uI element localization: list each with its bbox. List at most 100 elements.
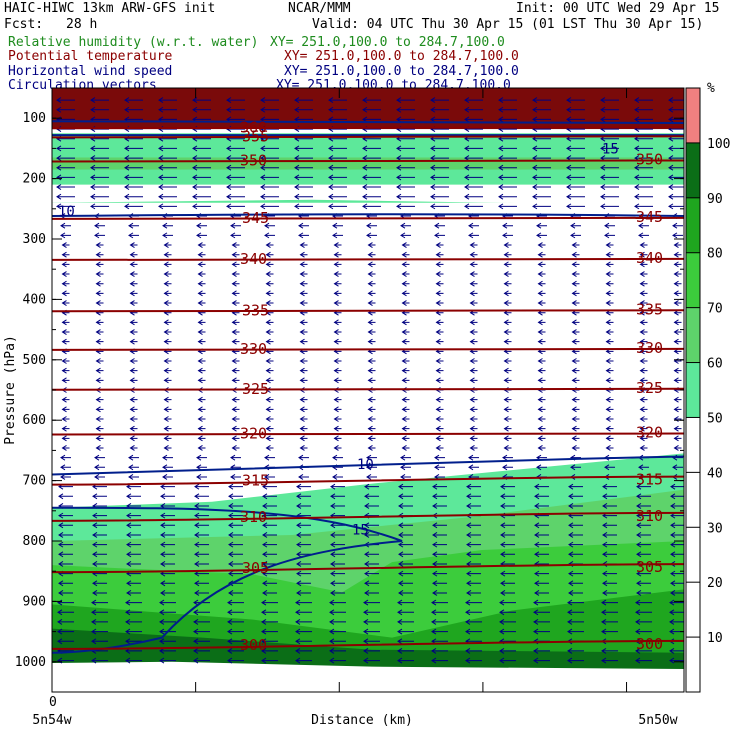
wind-vector <box>503 367 512 374</box>
wind-vector <box>673 377 682 384</box>
wind-vector <box>537 300 546 306</box>
wind-vector <box>400 464 411 471</box>
wind-vector <box>568 590 583 596</box>
wind-vector <box>669 599 684 606</box>
wind-vector <box>194 522 209 529</box>
wind-vector <box>265 242 274 248</box>
wind-vector <box>670 493 684 500</box>
wind-vector <box>60 474 71 480</box>
wind-vector <box>227 657 244 664</box>
wind-vector <box>162 464 173 471</box>
wind-vector <box>61 242 70 248</box>
wind-vector <box>570 464 581 471</box>
wind-vector <box>265 271 274 277</box>
wind-vector <box>163 377 172 384</box>
wind-vector <box>435 406 444 413</box>
wind-vector <box>163 280 172 287</box>
wind-vector <box>435 377 444 384</box>
wind-vector <box>432 590 447 596</box>
wind-vector <box>398 561 413 567</box>
y-tick-label: 100 <box>23 111 46 126</box>
wind-vector <box>498 174 517 181</box>
isentrope-label: 320 <box>636 423 663 441</box>
wind-vector <box>163 319 172 326</box>
wind-vector <box>397 619 414 625</box>
wind-vector <box>534 522 549 529</box>
wind-vector <box>261 599 278 606</box>
wind-vector <box>230 474 241 480</box>
wind-vector <box>294 155 313 161</box>
wind-vector <box>432 532 447 538</box>
y-tick-label: 700 <box>23 474 46 489</box>
wind-vector <box>601 609 618 616</box>
wind-vector <box>57 638 74 645</box>
wind-vector <box>160 532 175 538</box>
wind-vector <box>192 155 211 161</box>
wind-vector <box>264 232 275 239</box>
wind-vector <box>226 97 245 104</box>
wind-vector <box>639 329 648 335</box>
wind-vector <box>604 464 615 471</box>
wind-vector <box>601 599 618 606</box>
wind-vector <box>605 435 614 442</box>
wind-vector <box>299 425 308 432</box>
wind-vector <box>532 164 551 171</box>
wind-vector <box>58 590 73 596</box>
wind-vector <box>634 174 653 181</box>
wind-vector <box>296 561 311 567</box>
wind-vector <box>333 319 342 326</box>
wind-vector <box>435 280 444 287</box>
wind-vector <box>296 493 311 500</box>
wind-vector <box>670 551 684 558</box>
wind-vector <box>364 503 379 509</box>
wind-vector <box>635 619 652 625</box>
wind-vector <box>432 483 447 490</box>
wind-vector <box>537 367 546 374</box>
wind-vector <box>160 561 175 567</box>
wind-vector <box>634 184 653 190</box>
wind-vector <box>432 503 447 509</box>
isentrope-350 <box>51 159 685 163</box>
wind-vector <box>464 97 483 104</box>
wind-vector <box>634 106 653 113</box>
wind-vector <box>503 416 512 422</box>
wind-vector <box>92 493 107 500</box>
wind-vector <box>159 638 176 645</box>
wind-vector <box>296 522 311 529</box>
wind-vector <box>299 445 308 451</box>
wind-vector <box>396 155 415 161</box>
wind-vector <box>162 232 173 239</box>
wind-vector <box>330 532 345 538</box>
wind-vector <box>432 551 447 558</box>
wind-vector <box>464 106 483 113</box>
wind-vector <box>600 203 619 210</box>
wind-vector <box>602 503 617 509</box>
wind-vector <box>61 377 70 384</box>
wind-vector <box>636 532 651 538</box>
wind-vector <box>502 222 513 229</box>
wind-vector <box>502 464 513 471</box>
wind-vector <box>57 609 74 616</box>
wind-vector <box>329 628 346 635</box>
wind-vector <box>571 280 580 287</box>
wind-vector <box>129 300 138 306</box>
wind-vector <box>196 454 207 461</box>
isentrope-label: 350 <box>240 151 267 169</box>
wind-vector <box>260 184 279 190</box>
wind-vector <box>568 522 583 529</box>
wind-vector <box>532 145 551 152</box>
wind-vector <box>435 445 444 451</box>
wind-vector <box>537 251 546 258</box>
wind-vector <box>298 454 309 461</box>
wind-vector <box>94 454 105 461</box>
wind-vector <box>605 445 614 451</box>
wind-vector <box>401 406 410 413</box>
colorbar-tick-label: 80 <box>707 247 723 262</box>
wind-vector <box>638 464 649 471</box>
wind-vector <box>601 648 618 654</box>
wind-vector <box>197 300 206 306</box>
wind-vector <box>502 454 513 461</box>
wind-vector <box>197 396 206 403</box>
wind-vector <box>469 271 478 277</box>
wind-vector <box>673 367 682 374</box>
